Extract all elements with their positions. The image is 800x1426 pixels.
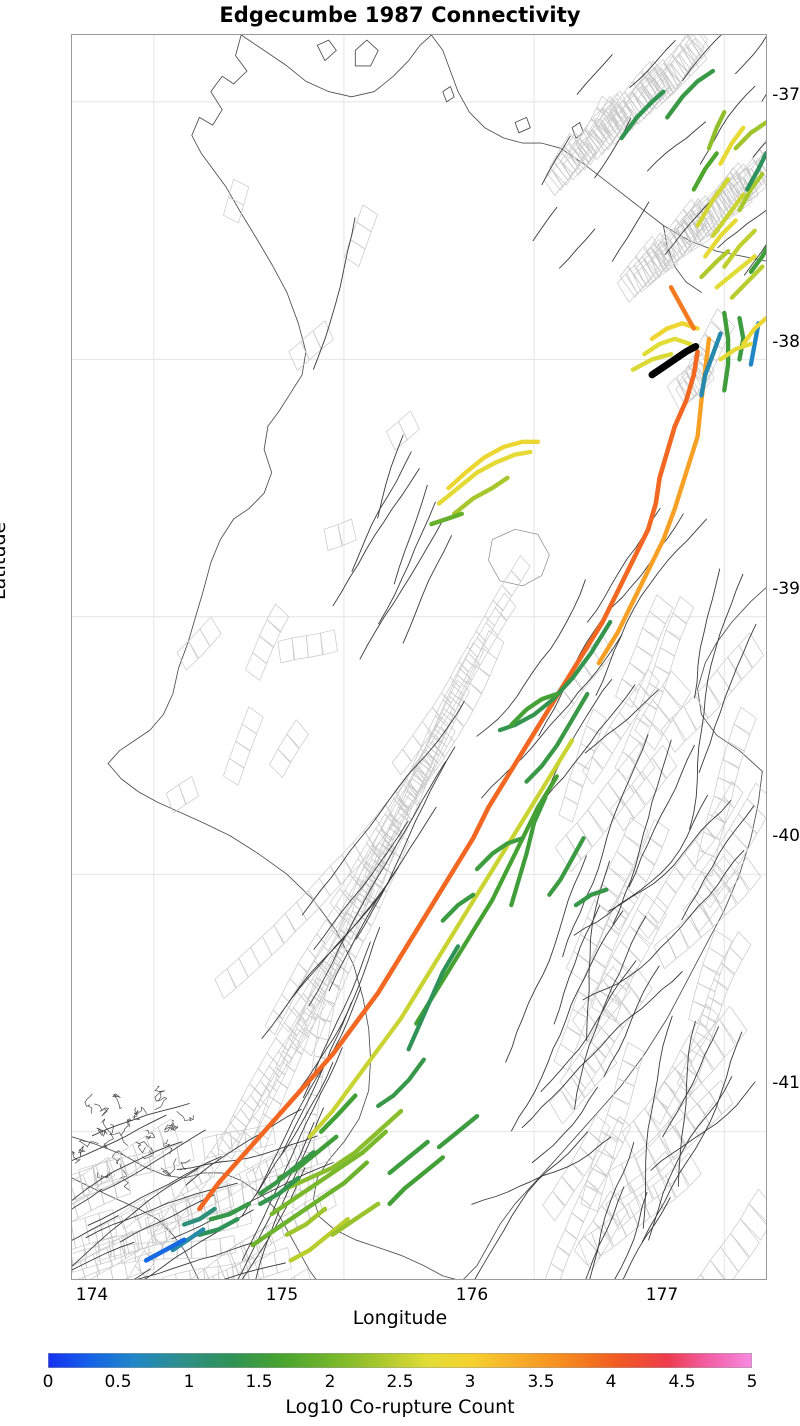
fault-subsection-layer <box>72 35 766 1279</box>
y-tick-label: -38 <box>772 332 800 352</box>
y-axis-label: Latitude <box>0 521 10 600</box>
colorbar-tick-label: 1 <box>183 1372 195 1392</box>
colored-fault-trace[interactable] <box>733 120 766 151</box>
colored-fault-trace[interactable] <box>737 316 746 362</box>
y-tick-label: -40 <box>772 826 800 846</box>
y-tick-label: -39 <box>772 579 800 599</box>
colored-fault-trace[interactable] <box>710 192 746 238</box>
map-plot-area[interactable] <box>71 34 767 1280</box>
colored-fault-trace[interactable] <box>387 1155 445 1206</box>
colored-fault-trace[interactable] <box>197 349 700 1212</box>
colorbar-tick-label: 3.5 <box>527 1372 555 1392</box>
colored-fault-trace[interactable] <box>573 887 609 908</box>
colored-fault-trace[interactable] <box>269 1129 388 1217</box>
colored-fault-trace[interactable] <box>524 691 590 784</box>
colored-fault-trace[interactable] <box>143 1237 187 1263</box>
colored-fault-trace[interactable] <box>718 125 746 166</box>
source-rupture-layer[interactable] <box>648 343 700 379</box>
colored-fault-trace[interactable] <box>197 1217 240 1237</box>
colored-fault-trace[interactable] <box>497 619 613 733</box>
colored-fault-trace[interactable] <box>414 774 559 1026</box>
colorbar-gradient <box>47 1352 753 1369</box>
colored-fault-trace[interactable] <box>718 341 754 362</box>
coastline-layer <box>72 35 766 1279</box>
colorbar-tick-label: 0.5 <box>104 1372 132 1392</box>
colorbar-tick-label: 4.5 <box>668 1372 696 1392</box>
colored-fault-trace[interactable] <box>706 110 727 151</box>
colorbar-label: Log10 Co-rupture Count <box>285 1396 515 1418</box>
colored-fault-trace[interactable] <box>695 177 731 228</box>
colored-fault-trace[interactable] <box>284 1206 328 1237</box>
fault-trace-layer <box>72 35 766 1279</box>
map-svg <box>72 35 767 1279</box>
y-tick-label: -37 <box>772 85 800 105</box>
colored-fault-trace[interactable] <box>619 89 666 141</box>
colored-fault-trace[interactable] <box>170 1227 206 1253</box>
colored-fault-trace[interactable] <box>446 439 541 491</box>
colored-fault-trace[interactable] <box>748 245 767 274</box>
y-tick-label: -41 <box>772 1073 800 1093</box>
x-tick-label: 177 <box>645 1285 679 1305</box>
colored-fault-trace[interactable] <box>436 1114 480 1150</box>
colored-fault-trace[interactable] <box>748 321 761 367</box>
colored-fault-trace[interactable] <box>440 892 476 923</box>
colored-fault-trace[interactable] <box>258 1175 301 1206</box>
colored-fault-trace[interactable] <box>307 738 575 1139</box>
colored-fault-trace[interactable] <box>642 336 693 357</box>
colored-fault-trace[interactable] <box>741 316 766 347</box>
colored-fault-trace[interactable] <box>699 331 723 398</box>
colored-fault-trace[interactable] <box>318 1093 358 1134</box>
colored-fault-trace[interactable] <box>703 218 738 259</box>
colorbar-tick-label: 2.5 <box>386 1372 414 1392</box>
colorbar-tick-label: 3 <box>464 1372 476 1392</box>
x-tick-label: 175 <box>265 1285 299 1305</box>
x-tick-label: 176 <box>455 1285 489 1305</box>
colored-fault-trace[interactable] <box>288 1217 350 1263</box>
colored-fault-trace[interactable] <box>722 228 757 269</box>
colorbar[interactable] <box>47 1352 753 1369</box>
colored-fault-trace[interactable] <box>436 449 533 506</box>
colored-fault-trace[interactable] <box>665 68 716 120</box>
x-tick-label: 174 <box>75 1285 109 1305</box>
colorbar-tick-label: 4 <box>605 1372 617 1392</box>
colored-fault-trace[interactable] <box>547 836 586 897</box>
colored-fault-trace[interactable] <box>509 794 548 908</box>
colored-fault-trace[interactable] <box>429 511 464 527</box>
colored-fault-trace[interactable] <box>699 249 731 280</box>
colored-fault-trace[interactable] <box>744 151 766 192</box>
colored-fault-trace[interactable] <box>182 1206 217 1227</box>
colorbar-tick-label: 2 <box>324 1372 336 1392</box>
chart-title: Edgecumbe 1987 Connectivity <box>219 3 581 27</box>
colorbar-tick-label: 1.5 <box>245 1372 273 1392</box>
source-rupture-trace[interactable] <box>648 343 700 379</box>
colored-fault-trace[interactable] <box>737 171 765 213</box>
colored-fault-trace[interactable] <box>452 475 510 516</box>
grid-lines <box>72 35 766 1279</box>
colored-fault-trace[interactable] <box>284 1108 404 1191</box>
colorbar-tick-label: 0 <box>42 1372 54 1392</box>
colored-fault-trace[interactable] <box>474 836 525 872</box>
colored-fault-trace[interactable] <box>330 1201 381 1237</box>
colored-fault-trace[interactable] <box>387 1139 430 1176</box>
colorbar-tick-label: 5 <box>746 1372 758 1392</box>
colored-fault-trace[interactable] <box>630 352 674 372</box>
colored-fault-trace[interactable] <box>729 264 765 300</box>
x-axis-label: Longitude <box>352 1307 448 1329</box>
colored-fault-trace[interactable] <box>714 254 757 290</box>
colored-fault-trace[interactable] <box>406 944 461 1052</box>
colored-fault-trace[interactable] <box>691 151 719 192</box>
colored-fault-trace[interactable] <box>509 691 560 728</box>
colored-fault-trace[interactable] <box>250 1160 369 1248</box>
colored-fault-trace[interactable] <box>258 1150 316 1196</box>
colored-fault-trace[interactable] <box>722 310 731 393</box>
colored-fault-layer[interactable] <box>143 68 767 1263</box>
colored-fault-trace[interactable] <box>376 1057 426 1108</box>
colored-fault-trace[interactable] <box>208 1201 252 1222</box>
colored-fault-trace[interactable] <box>668 285 696 331</box>
